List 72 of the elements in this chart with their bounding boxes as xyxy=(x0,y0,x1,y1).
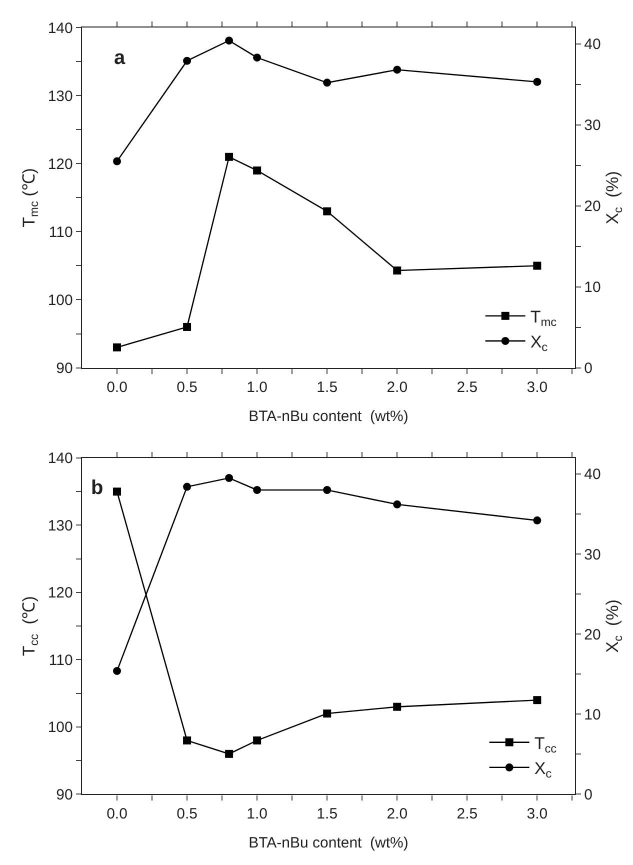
point xyxy=(225,474,234,482)
y2-tick-label: 0 xyxy=(584,786,592,804)
x-tick-label: 0.0 xyxy=(106,805,128,822)
x-tick-label: 2.5 xyxy=(456,805,478,822)
point xyxy=(113,488,122,496)
y2-tick-label: 10 xyxy=(584,279,601,296)
x-tick-label: 1.0 xyxy=(246,805,268,822)
point xyxy=(225,36,234,45)
x-tick-label: 2.5 xyxy=(456,378,478,396)
x-tick-label: 3.0 xyxy=(526,805,548,822)
legend-label: X$_{c}$ xyxy=(534,759,552,781)
point xyxy=(253,166,262,174)
annotation: a xyxy=(114,47,126,69)
y-tick-label: 100 xyxy=(48,292,73,309)
point xyxy=(323,710,332,718)
point xyxy=(323,486,332,494)
annotation: b xyxy=(91,477,104,499)
point xyxy=(253,54,262,62)
point xyxy=(253,486,262,494)
y-tick-label: 90 xyxy=(56,360,73,378)
y-tick-label: 90 xyxy=(56,786,73,804)
legend-label: T$_{cc}$ xyxy=(534,734,557,756)
point xyxy=(253,736,262,744)
point xyxy=(323,78,332,87)
legend-label: X$_{c}$ xyxy=(530,332,548,354)
y-tick-label: 130 xyxy=(48,517,73,534)
y2-tick-label: 20 xyxy=(584,626,601,644)
y2-tick-label: 0 xyxy=(584,360,592,378)
y2-tick-label: 20 xyxy=(584,198,601,216)
y2-tick-label: 40 xyxy=(584,36,601,54)
y2-tick-label: 30 xyxy=(584,546,601,564)
point xyxy=(533,262,542,270)
point xyxy=(113,343,122,352)
x-tick-label: 3.0 xyxy=(526,378,548,396)
x-tick-label: 2.0 xyxy=(386,805,408,822)
point xyxy=(393,266,402,274)
x-tick-label: 1.5 xyxy=(316,805,338,822)
point xyxy=(393,500,402,508)
x-tick-label: 1.5 xyxy=(316,378,338,396)
y-tick-label: 110 xyxy=(48,224,73,241)
x-tick-label: 1.0 xyxy=(246,378,268,396)
y2-tick-label: 40 xyxy=(584,466,601,484)
y-tick-label: 120 xyxy=(48,584,73,602)
point xyxy=(183,482,192,491)
x-axis-title: BTA-nBu content (wt%) xyxy=(248,834,408,852)
point xyxy=(323,207,332,216)
y-tick-label: 100 xyxy=(48,719,73,736)
x-tick-label: 0.5 xyxy=(176,805,198,822)
y-tick-label: 140 xyxy=(48,20,73,37)
x-tick-label: 0.5 xyxy=(176,378,198,396)
y-tick-label: 140 xyxy=(48,450,73,468)
x-axis-title: BTA-nBu content (wt%) xyxy=(248,408,408,425)
y2-tick-label: 30 xyxy=(584,117,601,134)
point xyxy=(183,56,192,65)
legend-label: T$_{mc}$ xyxy=(530,307,557,330)
y2-tick-label: 10 xyxy=(584,706,601,724)
y-tick-label: 120 xyxy=(48,156,73,173)
point xyxy=(393,66,402,74)
x-tick-label: 2.0 xyxy=(386,378,408,396)
x-tick-label: 0.0 xyxy=(106,378,128,396)
y-tick-label: 130 xyxy=(48,88,73,105)
point xyxy=(393,702,402,711)
y-tick-label: 110 xyxy=(48,652,73,669)
point xyxy=(183,322,192,331)
point xyxy=(225,750,234,758)
point xyxy=(113,666,122,675)
point xyxy=(533,516,542,524)
point xyxy=(113,157,122,166)
point xyxy=(225,152,234,161)
point xyxy=(183,736,192,744)
point xyxy=(533,78,542,86)
point xyxy=(533,696,542,704)
